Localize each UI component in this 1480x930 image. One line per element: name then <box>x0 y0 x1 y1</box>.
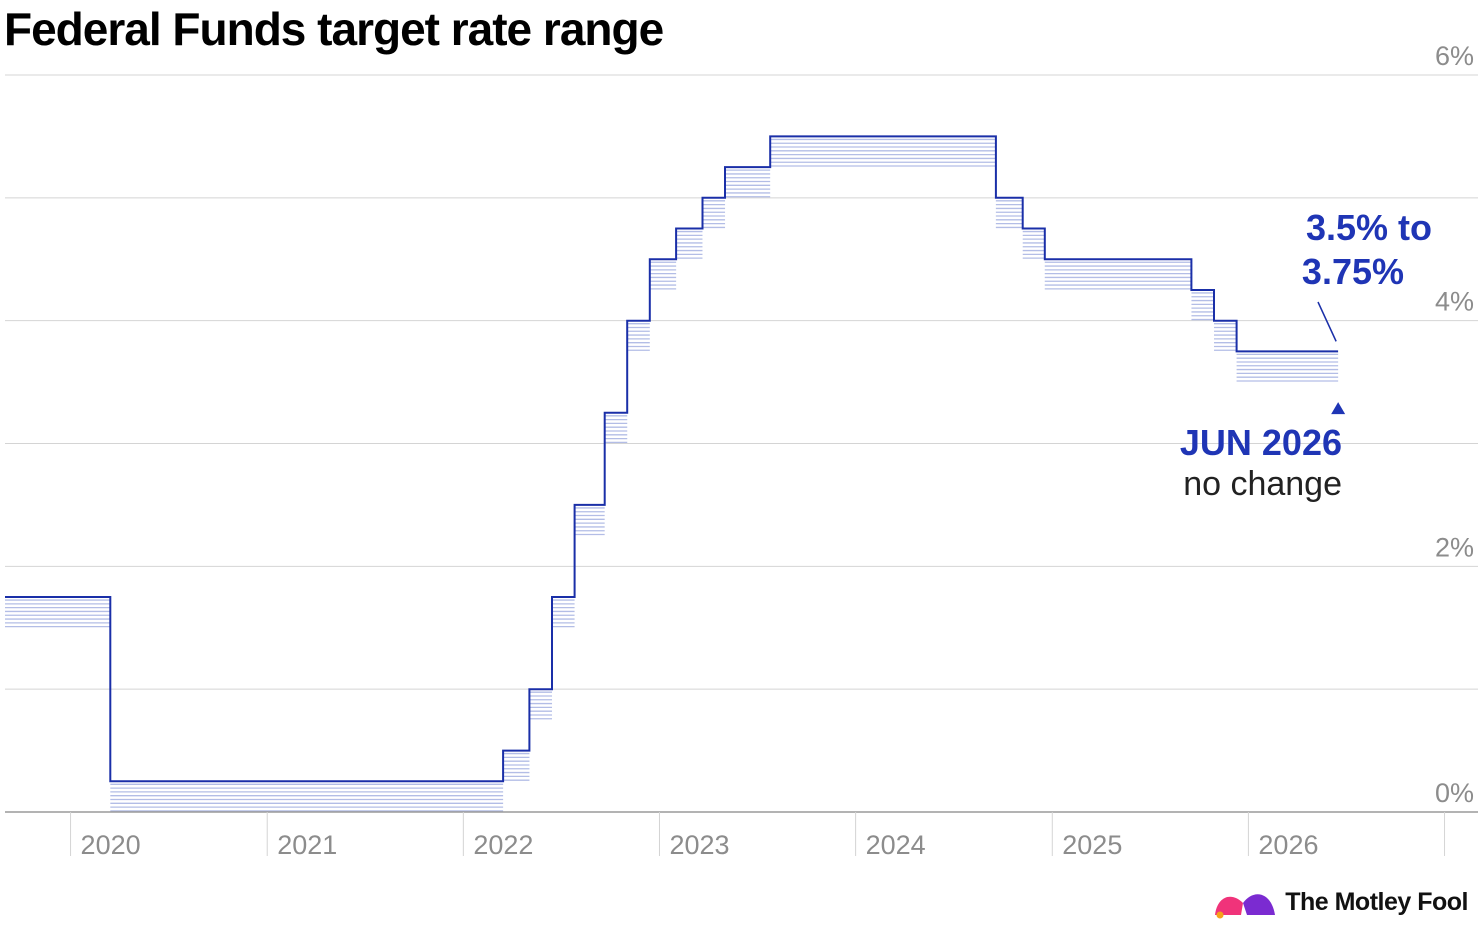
motley-fool-jester-hat-icon <box>1215 894 1276 919</box>
rate-band <box>552 599 575 628</box>
x-tick-label: 2021 <box>277 830 337 860</box>
rate-band <box>1022 230 1045 259</box>
annotation-note: no change <box>1183 465 1342 503</box>
rate-step-line <box>5 135 1339 783</box>
rate-band <box>110 783 504 812</box>
annotation-value-line2: 3.75% <box>1302 251 1404 292</box>
rate-upper-line <box>5 135 1339 783</box>
rate-band <box>995 200 1023 229</box>
fed-funds-chart: 6% 4% 2% 0% 2020 2021 2022 2023 2024 2025 2026 3.… <box>5 41 1478 860</box>
y-axis-labels: 6% 4% 2% 0% <box>1435 41 1474 808</box>
x-tick-label: 2026 <box>1258 830 1318 860</box>
rate-band <box>649 261 677 290</box>
x-axis: 2020 2021 2022 2023 2024 2025 2026 <box>5 811 1478 860</box>
x-tick-label: 2020 <box>81 830 141 860</box>
rate-band <box>702 200 726 229</box>
brand-logo: The Motley Fool <box>1213 885 1468 919</box>
rate-band <box>627 323 650 351</box>
rate-band <box>1236 353 1339 382</box>
x-tick-label: 2022 <box>473 830 533 860</box>
rate-band <box>1191 292 1215 321</box>
y-tick-label: 4% <box>1435 287 1474 317</box>
rate-band <box>1214 323 1237 351</box>
rate-band <box>529 691 553 720</box>
rate-band <box>503 752 530 781</box>
rate-band <box>574 507 605 536</box>
chart-title: Federal Funds target rate range <box>4 3 664 55</box>
x-tick-label: 2023 <box>669 830 729 860</box>
rate-range-bands <box>5 138 1339 812</box>
rate-band <box>1044 261 1192 290</box>
rate-band <box>604 415 628 444</box>
rate-band <box>676 230 703 259</box>
y-tick-label: 0% <box>1435 778 1474 808</box>
annotation-value-line1: 3.5% to <box>1306 207 1432 248</box>
annotation-marker-triangle <box>1331 402 1346 415</box>
annotation-leader-line <box>1317 301 1337 342</box>
brand-name: The Motley Fool <box>1285 887 1468 916</box>
y-tick-label: 2% <box>1435 532 1474 562</box>
rate-band <box>5 599 111 628</box>
rate-band <box>725 169 771 198</box>
rate-band <box>770 138 996 167</box>
grid-lines <box>5 74 1478 690</box>
y-tick-label: 6% <box>1435 41 1474 71</box>
x-tick-label: 2025 <box>1062 830 1122 860</box>
annotation-date: JUN 2026 <box>1180 422 1342 463</box>
x-tick-label: 2024 <box>866 830 926 860</box>
